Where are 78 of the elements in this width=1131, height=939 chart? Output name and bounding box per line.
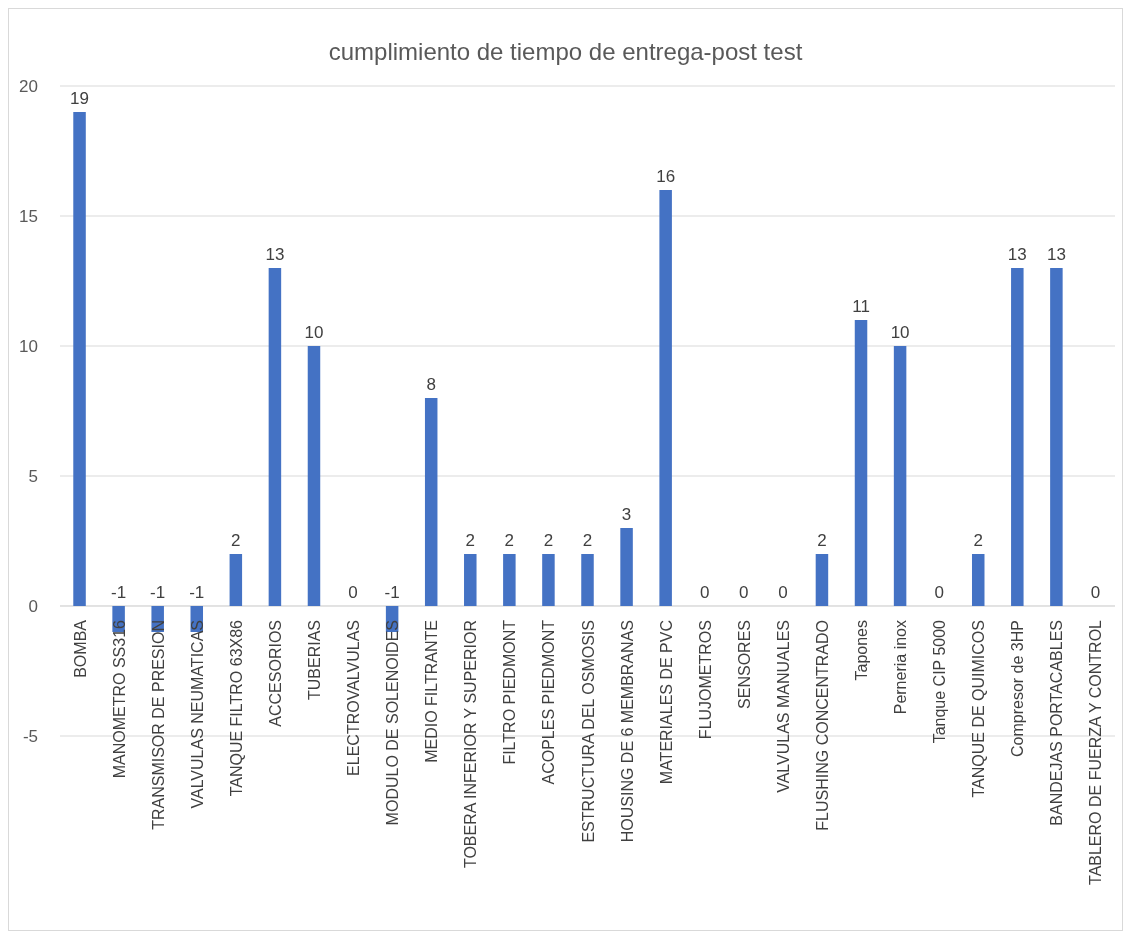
y-tick-label: 20 [19,77,38,96]
bar [815,554,829,606]
x-tick-label: TANQUE FILTRO 63X86 [227,619,245,797]
x-tick-label: TRANSMISOR DE PRESION [149,620,167,830]
data-label: 0 [778,583,788,602]
data-label: 0 [1090,583,1101,602]
data-label: -1 [189,583,205,602]
bar [1011,268,1024,606]
x-tick-label: TABLERO DE FUERZA Y CONTROL [1087,619,1105,885]
y-tick-label: -5 [22,727,38,746]
x-tick-label: ACOPLES PIEDMONT [540,619,558,785]
data-label: -1 [150,583,166,602]
x-tick-label: Perneria inox [892,620,910,715]
bar [620,528,633,606]
bar [581,554,594,606]
data-label: 8 [426,375,436,394]
x-tick-label: HOUSING DE 6 MEMBRANAS [618,620,636,843]
bar [854,320,868,606]
x-tick-label: VALVULAS MANUALES [774,620,792,793]
data-label: 2 [973,531,983,550]
x-tick-label: ACCESORIOS [266,620,284,727]
x-tick-label: ESTRUCTURA DEL OSMOSIS [579,620,597,843]
bar [542,554,555,606]
bar [1050,268,1063,606]
y-tick-label: 15 [19,207,38,226]
x-tick-label: SENSORES [735,620,753,709]
x-tick-label: MANOMETRO SS316 [110,619,128,779]
data-label: 16 [656,167,676,186]
data-label: 0 [739,583,749,602]
x-tick-label: FLUSHING CONCENTRADO [813,620,831,831]
x-tick-label: TOBERA INFERIOR Y SUPERIOR [462,620,480,869]
x-tick-label: FILTRO PIEDMONT [501,619,519,765]
bar [971,554,985,606]
data-label: 10 [304,323,324,342]
bar [659,190,672,606]
bar [73,112,86,606]
data-label: 2 [582,531,593,550]
chart-title: cumplimiento de tiempo de entrega-post test [328,38,803,65]
data-label: -1 [111,583,127,602]
data-label: 10 [890,323,910,342]
x-tick-label: Tanque CIP 5000 [931,619,949,744]
bar [503,554,516,606]
y-tick-label: 0 [28,597,38,616]
x-tick-label: ELECTROVALVULAS [345,620,363,776]
bar [307,346,321,606]
data-label: -1 [384,583,400,602]
x-tick-label: MEDIO FILTRANTE [423,620,441,763]
bar [229,554,243,606]
data-label: 2 [465,531,476,550]
x-tick-label: FLUJOMETROS [696,620,714,740]
data-label: 0 [934,583,944,602]
x-tick-label: BOMBA [71,619,89,678]
x-tick-label: Tapones [853,620,871,681]
data-label: 13 [1007,245,1027,264]
bar [893,346,907,606]
data-label: 19 [70,89,89,108]
bar [424,398,438,606]
data-label: 2 [504,531,515,550]
data-label: 0 [348,583,358,602]
x-tick-label: Compresor de 3HP [1009,620,1027,757]
data-label: 2 [543,531,554,550]
x-tick-label: TANQUE DE QUIMICOS [970,620,988,798]
bar [464,554,477,606]
data-label: 2 [231,531,241,550]
data-label: 11 [852,297,870,316]
x-tick-label: BANDEJAS PORTACABLES [1048,620,1066,826]
data-label: 13 [1046,245,1066,264]
x-tick-label: MATERIALES DE PVC [657,620,675,785]
x-tick-label: TUBERIAS [305,620,323,701]
x-tick-label: VALVULAS NEUMATICAS [188,620,206,809]
data-label: 13 [265,245,285,264]
bar [268,268,282,606]
y-tick-label: 10 [19,337,38,356]
data-label: 2 [817,531,827,550]
data-label: 0 [699,583,710,602]
x-tick-label: MODULO DE SOLENOIDES [384,620,402,826]
data-label: 3 [621,505,632,524]
y-tick-label: 5 [28,467,38,486]
